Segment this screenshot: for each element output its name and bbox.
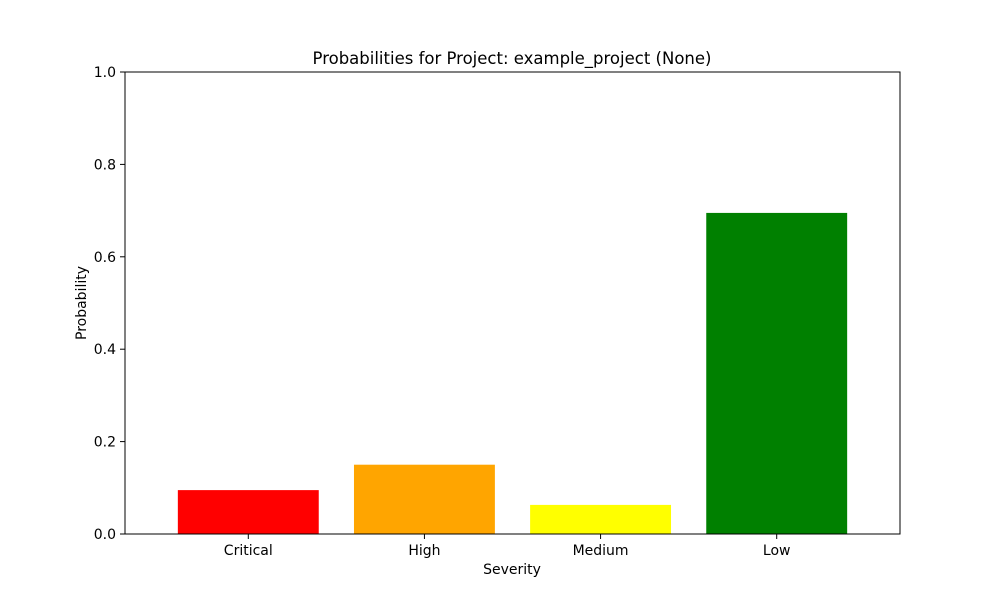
- bar-high: [353, 464, 495, 534]
- y-tick-label: 0.2: [94, 435, 116, 451]
- plot-frame: [124, 71, 901, 535]
- y-tick-label: 0.8: [94, 157, 116, 173]
- y-tick-label: 0.0: [94, 527, 116, 543]
- y-tick-label: 1.0: [94, 65, 116, 81]
- y-axis-ticks: 0.0 0.2 0.4 0.6 0.8 1.0: [94, 65, 125, 543]
- bar-critical: [177, 490, 319, 534]
- x-tick-label: Medium: [573, 543, 629, 559]
- chart-title: Probabilities for Project: example_proje…: [313, 49, 712, 69]
- y-tick-label: 0.6: [94, 250, 116, 266]
- y-axis-label: Probability: [74, 266, 90, 340]
- y-tick-label: 0.4: [94, 342, 116, 358]
- bars: [177, 212, 848, 534]
- bar-medium: [530, 504, 672, 534]
- x-tick-label: Critical: [224, 543, 273, 559]
- x-tick-label: High: [408, 543, 440, 559]
- x-axis-label: Severity: [483, 562, 541, 578]
- bar-low: [706, 212, 848, 534]
- x-axis-ticks: Critical High Medium Low: [224, 534, 791, 559]
- x-tick-label: Low: [763, 543, 791, 559]
